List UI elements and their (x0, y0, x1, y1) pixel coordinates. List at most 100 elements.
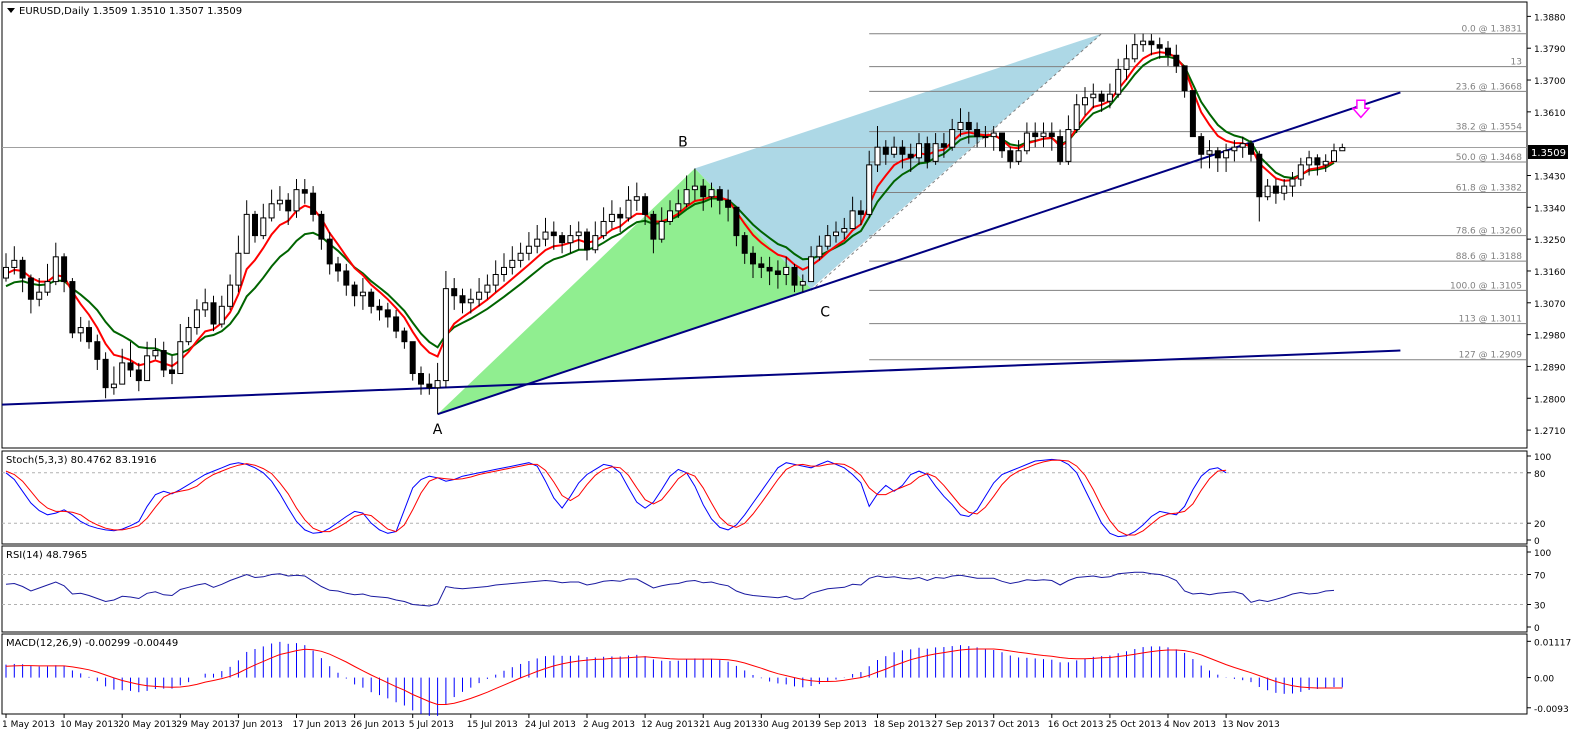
candle-body (61, 256, 68, 283)
candle-body (1123, 58, 1130, 70)
candle-body (152, 350, 159, 357)
macd-axis-label: -0.0093 (1534, 705, 1569, 715)
price-axis-label: 1.3430 (1534, 172, 1566, 182)
candle-body (1189, 90, 1196, 138)
candle-body (102, 358, 109, 389)
candle-body (949, 129, 956, 148)
candle-body (1339, 147, 1346, 152)
current-price-label: 1.3509 (1531, 148, 1566, 159)
fib-level-label: 38.2 @ 1.3554 (1456, 123, 1523, 133)
candle-body (1073, 104, 1080, 131)
candle-body (418, 373, 424, 385)
candle-body (741, 235, 748, 254)
candle-body (907, 153, 914, 159)
candle-body (310, 192, 317, 215)
candle-body (335, 263, 341, 272)
candle-body (982, 136, 989, 139)
candle-body (268, 203, 275, 219)
time-axis-label: 7 Oct 2013 (990, 720, 1040, 730)
candle-body (260, 217, 267, 237)
candle-body (766, 266, 773, 272)
candle-body (218, 305, 225, 325)
time-axis-label: 12 Aug 2013 (641, 720, 699, 730)
candle-body (384, 309, 391, 318)
candle-body (849, 210, 856, 230)
candle-body (1173, 54, 1180, 67)
candle-body (924, 143, 931, 162)
candle-body (484, 284, 491, 293)
candle-body (974, 129, 981, 138)
price-axis-label: 1.3340 (1534, 204, 1566, 214)
candle-body (1256, 153, 1263, 198)
candle-body (434, 380, 441, 389)
stoch-axis-label: 100 (1534, 453, 1551, 463)
stoch-d-line (5, 459, 1227, 536)
candle-body (1239, 143, 1246, 148)
symbol-header: EURUSD,Daily 1.3509 1.3510 1.3507 1.3509 (19, 6, 242, 17)
candle-body (409, 341, 416, 375)
time-axis-label: 17 Jun 2013 (293, 720, 347, 730)
fib-level-label: 88.6 @ 1.3188 (1456, 252, 1523, 262)
candle-body (44, 281, 51, 293)
candle-body (940, 143, 947, 148)
price-axis-label: 1.3250 (1534, 236, 1566, 246)
candle-body (501, 266, 507, 276)
stoch-axis-label: 80 (1534, 470, 1546, 480)
candle-body (318, 213, 325, 240)
candle-body (1206, 150, 1213, 155)
candle-body (1131, 44, 1138, 60)
candle-body (799, 281, 806, 286)
candle-body (1297, 164, 1304, 180)
candle-body (351, 284, 358, 297)
candle-body (567, 235, 574, 244)
price-axis-label: 1.2800 (1534, 395, 1566, 405)
candle-body (1048, 132, 1055, 138)
rsi-panel: RSI(14) 48.7965 (1, 545, 1528, 633)
time-axis-label: 10 May 2013 (60, 720, 119, 730)
stoch-axis-label: 20 (1534, 520, 1546, 530)
rsi-axis-label: 70 (1534, 572, 1546, 582)
candle-body (160, 350, 167, 371)
candle-body (276, 199, 283, 205)
time-axis-label: 16 Oct 2013 (1048, 720, 1104, 730)
candle-body (525, 245, 532, 254)
fib-level-label: 50.0 @ 1.3468 (1456, 153, 1523, 163)
fib-range-line (810, 33, 1102, 291)
candle-body (667, 210, 673, 222)
candle-body (550, 231, 557, 237)
candle-body (841, 228, 848, 233)
triangle-down-icon (7, 8, 15, 13)
candle-body (1065, 129, 1072, 162)
time-axis-label: 30 Aug 2013 (757, 720, 815, 730)
candle-body (1289, 178, 1296, 187)
macd-title: MACD(12,26,9) -0.00299 -0.00449 (6, 638, 178, 649)
pattern-triangle-green (437, 168, 812, 415)
stochastic-panel: Stoch(5,3,3) 80.4762 83.1916 (1, 450, 1528, 545)
time-axis-label: 21 Aug 2013 (699, 720, 757, 730)
time-axis-label: 20 May 2013 (118, 720, 177, 730)
macd-signal-line (5, 648, 1343, 705)
candle-body (376, 305, 383, 311)
candle-body (542, 231, 549, 240)
stoch-title: Stoch(5,3,3) 80.4762 83.1916 (6, 455, 157, 466)
time-axis-label: 15 Jul 2013 (467, 720, 518, 730)
candle-body (467, 298, 474, 304)
stoch-axis-label: 0 (1534, 537, 1540, 547)
macd-axis-label: 0.00 (1534, 675, 1554, 685)
candle-body (808, 256, 815, 283)
pattern-point-label: C (820, 305, 830, 321)
time-axis-label: 13 Nov 2013 (1222, 720, 1280, 730)
fib-level-label: 113 @ 1.3011 (1459, 315, 1522, 325)
time-axis-label: 25 Oct 2013 (1106, 720, 1162, 730)
candle-body (916, 143, 922, 159)
candle-body (293, 189, 300, 212)
candle-body (1023, 132, 1030, 152)
candle-body (393, 316, 400, 332)
candle-body (451, 288, 458, 297)
candle-body (957, 121, 964, 131)
candle-body (584, 231, 590, 251)
time-axis-label: 1 May 2013 (2, 720, 55, 730)
candle-body (750, 252, 756, 265)
